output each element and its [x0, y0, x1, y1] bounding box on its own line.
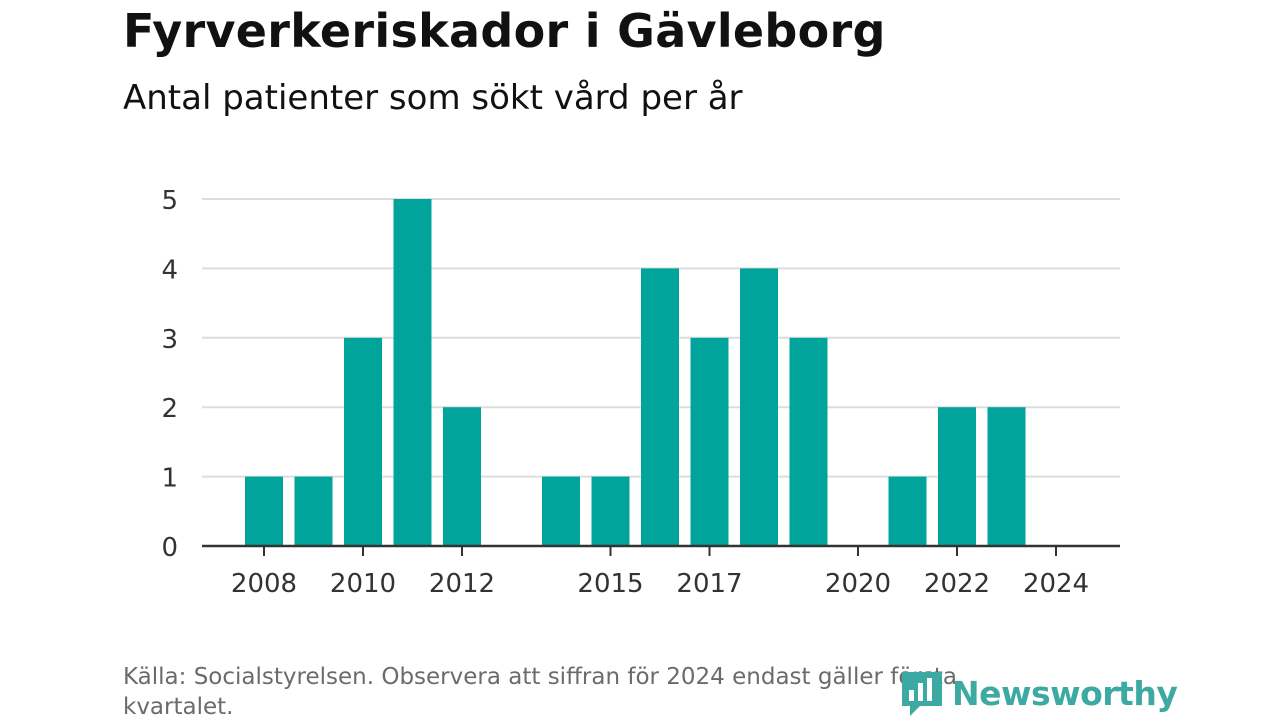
bar-2010 — [344, 337, 382, 546]
bar-2021 — [888, 476, 927, 546]
x-tick-label: 2008 — [231, 569, 297, 599]
y-tick-label: 3 — [161, 325, 178, 355]
bar-2012 — [443, 407, 481, 546]
bar-2022 — [938, 407, 976, 546]
bar-2009 — [294, 476, 333, 546]
y-tick-label: 2 — [161, 394, 178, 424]
y-axis: 0 1 2 3 4 5 — [161, 186, 178, 563]
logo-text: Newsworthy — [952, 673, 1178, 713]
source-note: Källa: Socialstyrelsen. Observera att si… — [123, 664, 957, 720]
x-tick-label: 2022 — [924, 569, 990, 599]
x-tick-label: 2010 — [330, 569, 396, 599]
x-tick-label: 2012 — [429, 569, 495, 599]
y-tick-label: 4 — [161, 255, 178, 285]
bar-2019 — [789, 337, 828, 546]
y-tick-label: 0 — [161, 533, 178, 563]
y-tick-label: 1 — [161, 464, 178, 494]
bar-2023 — [987, 407, 1026, 546]
x-tick-label: 2020 — [825, 569, 891, 599]
bar-2018 — [740, 268, 778, 546]
x-axis: 2008 2010 2012 2015 2017 2020 2022 2024 — [202, 544, 1120, 599]
bars — [245, 199, 1026, 546]
newsworthy-logo-icon — [902, 672, 942, 716]
chart-subtitle: Antal patienter som sökt vård per år — [123, 78, 743, 118]
x-tick-label: 2015 — [577, 569, 643, 599]
bar-2017 — [690, 337, 729, 546]
chart-title: Fyrverkeriskador i Gävleborg — [123, 4, 886, 58]
bar-2011 — [393, 199, 432, 546]
newsworthy-logo: Newsworthy — [900, 668, 1178, 718]
bar-2008 — [245, 476, 283, 546]
y-tick-label: 5 — [161, 186, 178, 216]
x-tick-label: 2017 — [676, 569, 742, 599]
bar-2016 — [641, 268, 679, 546]
bar-2015 — [591, 476, 630, 546]
x-tick-label: 2024 — [1023, 569, 1089, 599]
bar-2014 — [542, 476, 580, 546]
